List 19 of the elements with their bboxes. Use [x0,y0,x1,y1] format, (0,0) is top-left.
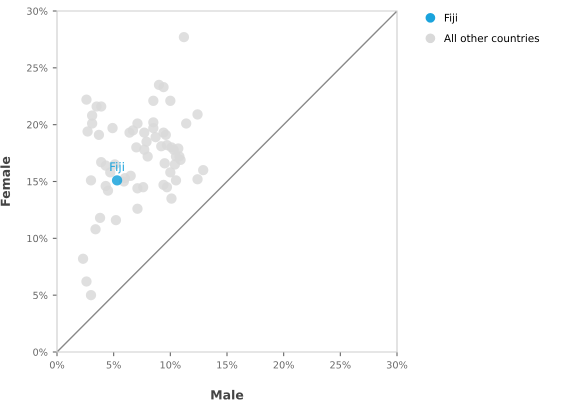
y-tick-label: 0% [33,348,48,356]
legend-label: All other countries [444,34,540,42]
x-tick-label: 15% [217,361,238,369]
annotation: Fiji [110,162,124,174]
x-tick-label: 25% [330,361,351,369]
x-tick-label: 10% [160,361,181,369]
y-tick-label: 20% [27,121,48,128]
y-tick-label: 15% [27,178,48,186]
y-tick-label: 25% [27,64,48,72]
x-tick-label: 0% [50,361,64,369]
y-tick-label: 5% [33,292,48,299]
legend-label: Fiji [444,14,457,24]
x-tick-label: 20% [274,361,294,369]
y-tick-label: 30% [27,7,48,15]
x-axis-title: Male [211,390,244,400]
y-axis-title: Female [0,156,10,206]
x-tick-label: 30% [386,361,408,369]
x-tick-label: 5% [106,361,121,369]
y-tick-label: 10% [27,234,48,242]
